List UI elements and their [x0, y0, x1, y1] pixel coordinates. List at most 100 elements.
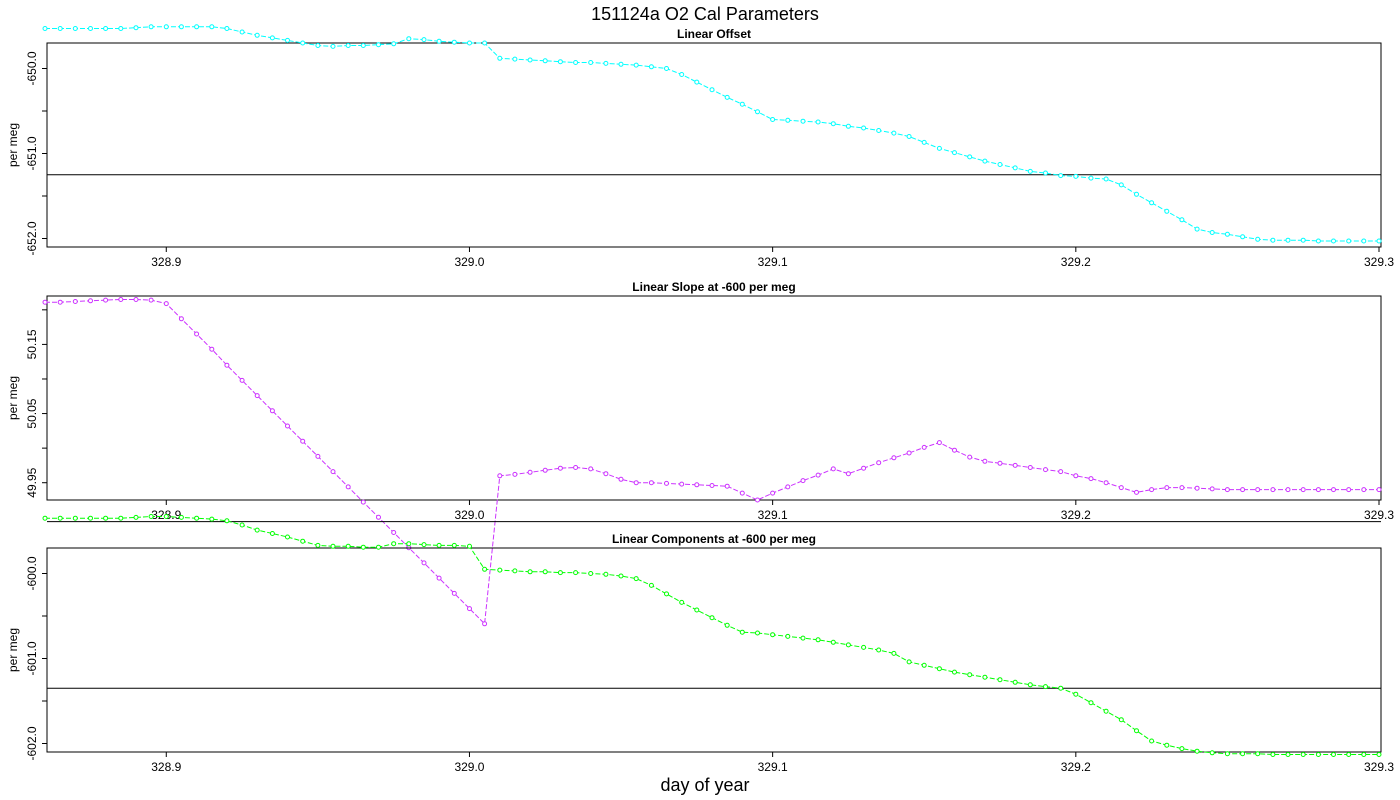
data-point	[103, 515, 109, 521]
data-point	[497, 473, 503, 479]
data-point	[921, 662, 927, 668]
data-point	[1194, 485, 1200, 491]
data-point	[330, 543, 336, 549]
data-point	[588, 60, 594, 65]
data-point	[467, 40, 472, 46]
data-point	[406, 541, 412, 547]
data-point	[1361, 487, 1367, 493]
data-point	[239, 377, 245, 383]
x-tick-label: 328.9	[151, 255, 181, 269]
data-point	[360, 544, 366, 550]
x-tick-label: 329.0	[454, 255, 484, 269]
x-tick-label: 329.1	[758, 255, 788, 269]
data-point	[254, 393, 260, 399]
data-point	[209, 346, 215, 352]
data-point	[88, 298, 93, 304]
data-point	[1376, 752, 1382, 757]
data-point	[482, 40, 488, 46]
data-point	[194, 24, 200, 30]
data-point	[103, 297, 109, 303]
data-point	[1043, 170, 1048, 176]
data-point	[436, 38, 442, 44]
x-tick-label: 329.3	[1364, 508, 1394, 522]
data-point	[482, 621, 488, 627]
data-point	[1376, 487, 1382, 493]
data-point	[709, 483, 715, 488]
data-point	[376, 514, 381, 520]
data-point	[906, 134, 912, 139]
data-point	[1027, 682, 1033, 688]
data-point	[1118, 717, 1124, 723]
data-point	[285, 423, 290, 429]
data-point	[739, 101, 745, 107]
data-point	[209, 516, 215, 522]
data-point	[1270, 237, 1276, 243]
data-point	[72, 515, 78, 521]
y-axis-label: per meg	[6, 628, 20, 672]
data-point	[921, 444, 927, 450]
data-point	[876, 647, 882, 653]
data-point	[1315, 238, 1321, 244]
data-point	[345, 543, 351, 549]
data-point	[1346, 487, 1352, 493]
data-point	[315, 43, 321, 48]
data-point	[512, 471, 518, 477]
data-point	[1164, 742, 1170, 748]
data-point	[406, 36, 412, 42]
data-point	[1134, 191, 1139, 197]
data-point	[997, 460, 1003, 466]
data-point	[845, 642, 851, 648]
data-point	[891, 130, 897, 136]
data-point	[1376, 238, 1382, 244]
data-point	[178, 316, 184, 322]
data-point	[1209, 486, 1215, 492]
data-point	[679, 72, 685, 77]
data-point	[664, 66, 669, 71]
data-point	[1285, 487, 1291, 493]
y-tick-label: 49.95	[25, 467, 39, 497]
data-point	[224, 26, 230, 31]
data-point	[42, 299, 48, 305]
data-point	[224, 362, 230, 368]
data-point	[269, 408, 275, 414]
data-point	[952, 669, 957, 675]
data-point	[982, 674, 988, 680]
data-point	[1315, 487, 1321, 493]
data-point	[497, 55, 503, 61]
data-point	[1300, 237, 1306, 243]
data-point	[1103, 708, 1109, 714]
data-point	[512, 56, 518, 62]
data-point	[906, 659, 912, 665]
x-axis-label: day of year	[660, 775, 749, 795]
data-point	[72, 26, 78, 31]
data-point	[376, 42, 381, 48]
data-point	[845, 123, 851, 129]
data-point	[1179, 217, 1185, 223]
data-point	[178, 514, 184, 520]
data-point	[648, 582, 654, 588]
data-point	[451, 39, 457, 45]
data-point	[345, 43, 351, 48]
data-point	[209, 24, 215, 30]
data-point	[1103, 176, 1109, 182]
data-point	[300, 40, 306, 46]
data-point	[436, 542, 442, 548]
data-point	[557, 570, 563, 576]
data-point	[542, 58, 548, 64]
data-point	[1270, 752, 1276, 757]
data-point	[1209, 230, 1215, 235]
data-point	[315, 542, 321, 548]
data-point	[603, 571, 609, 577]
data-point	[952, 150, 957, 156]
data-point	[997, 162, 1003, 167]
data-point	[269, 35, 275, 41]
x-tick-label: 329.3	[1364, 760, 1394, 774]
data-point	[936, 440, 942, 446]
data-point	[1224, 231, 1230, 237]
y-tick-label: -652.0	[25, 221, 39, 255]
data-point	[224, 518, 230, 524]
y-tick-label: -601.0	[25, 641, 39, 675]
data-point	[300, 438, 306, 444]
data-point	[72, 299, 78, 304]
figure-title: 151124a O2 Cal Parameters	[591, 4, 819, 24]
